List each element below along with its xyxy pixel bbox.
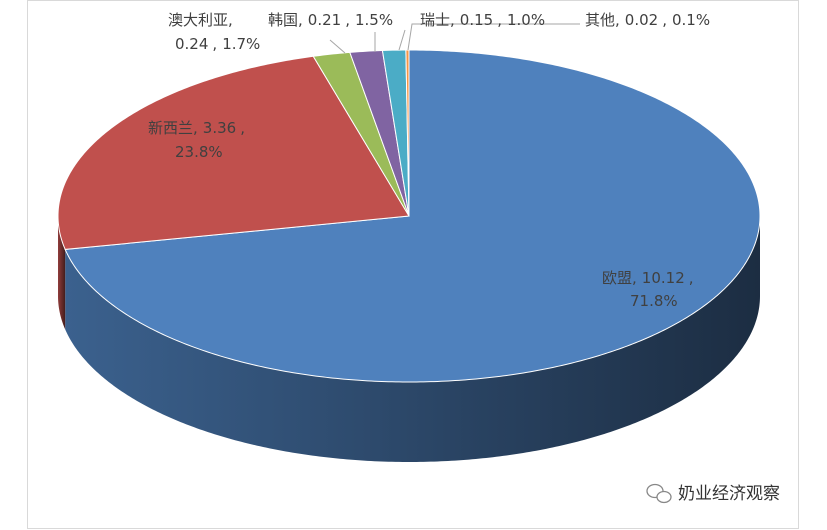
label-separator: , [632, 269, 637, 287]
data-label: 0.24, 1.7% [175, 35, 260, 53]
label-value: 3.36 [203, 119, 236, 137]
slice [405, 49, 410, 217]
leader-line [398, 29, 406, 51]
label-separator: , [345, 11, 350, 29]
data-label: 欧盟, 10.12, [602, 269, 694, 287]
slice [349, 49, 410, 217]
label-separator: , [240, 119, 245, 137]
data-label: 澳大利亚, [168, 11, 233, 29]
label-percent: 71.8% [630, 292, 678, 310]
label-separator: , [450, 11, 455, 29]
label-category: 其他 [585, 11, 615, 29]
data-label: 23.8% [175, 143, 223, 161]
label-category: 欧盟 [602, 269, 632, 287]
label-value: 0.24 [175, 35, 208, 53]
label-category: 澳大利亚 [168, 11, 228, 29]
label-percent: 0.1% [672, 11, 710, 29]
slice [312, 51, 410, 217]
label-category: 新西兰 [148, 119, 193, 137]
label-percent: 1.7% [222, 35, 260, 53]
label-separator: , [497, 11, 502, 29]
data-label: 其他, 0.02, 0.1% [585, 11, 710, 29]
label-category: 瑞士 [420, 11, 450, 29]
data-label: 71.8% [630, 292, 678, 310]
label-percent: 1.0% [507, 11, 545, 29]
data-label: 瑞士, 0.15, 1.0% [420, 11, 545, 29]
leader-line [407, 23, 580, 51]
slice-side [58, 216, 66, 330]
label-separator: , [212, 35, 217, 53]
label-separator: , [298, 11, 303, 29]
label-value: 0.21 [308, 11, 341, 29]
label-category: 韩国 [268, 11, 298, 29]
label-value: 10.12 [642, 269, 685, 287]
slice-side [65, 216, 761, 462]
label-value: 0.15 [460, 11, 493, 29]
watermark: 奶业经济观察 [678, 484, 780, 504]
label-separator: , [662, 11, 667, 29]
slice [57, 55, 410, 250]
label-separator: , [228, 11, 233, 29]
slice [64, 49, 761, 383]
data-label: 韩国, 0.21, 1.5% [268, 11, 393, 29]
slice [381, 49, 410, 217]
wechat-icon [646, 483, 672, 504]
label-separator: , [689, 269, 694, 287]
label-separator: , [615, 11, 620, 29]
leader-line [329, 39, 346, 54]
label-percent: 1.5% [355, 11, 393, 29]
data-label: 新西兰, 3.36, [148, 119, 245, 137]
label-value: 0.02 [625, 11, 658, 29]
label-percent: 23.8% [175, 143, 223, 161]
label-separator: , [193, 119, 198, 137]
